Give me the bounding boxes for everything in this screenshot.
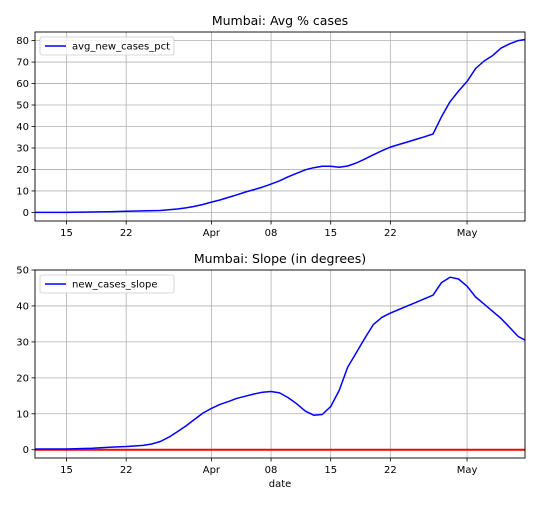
x-tick-label: 08 (265, 465, 278, 476)
x-tick-label: 08 (265, 228, 278, 239)
x-tick-label: 15 (324, 465, 337, 476)
y-tick-label: 10 (16, 409, 29, 420)
x-tick-label: 22 (384, 465, 397, 476)
y-tick-label: 20 (16, 373, 29, 384)
legend-label: new_cases_slope (72, 280, 157, 291)
chart-panel-avg-cases: Mumbai: Avg % cases 15 22 Apr 08 15 22 May 0 10 2… (16, 13, 525, 239)
legend-label: avg_new_cases_pct (72, 42, 170, 53)
y-tick-label: 30 (16, 143, 29, 154)
x-tick-label: May (457, 465, 478, 476)
legend: new_cases_slope (40, 275, 174, 293)
x-tick-label: 22 (120, 465, 133, 476)
y-tick-label: 10 (16, 186, 29, 197)
y-tick-label: 80 (16, 36, 29, 47)
x-tick-label: Apr (203, 228, 221, 239)
legend: avg_new_cases_pct (40, 37, 174, 55)
x-tick-label: 15 (60, 465, 73, 476)
chart-panel-slope: Mumbai: Slope (in degrees) date 15 22 Apr 0… (16, 251, 525, 490)
chart-title: Mumbai: Slope (in degrees) (194, 251, 366, 266)
y-tick-label: 30 (16, 337, 29, 348)
x-tick-label: May (457, 228, 478, 239)
y-tick-label: 20 (16, 165, 29, 176)
x-tick-label: 15 (324, 228, 337, 239)
y-tick-label: 60 (16, 79, 29, 90)
y-tick-label: 40 (16, 301, 29, 312)
y-tick-label: 50 (16, 266, 29, 277)
x-tick-label: 22 (384, 228, 397, 239)
x-tick-label: 22 (120, 228, 133, 239)
y-tick-label: 0 (23, 208, 29, 219)
y-tick-label: 0 (23, 445, 29, 456)
plot-area (35, 270, 525, 458)
y-tick-label: 50 (16, 101, 29, 112)
y-tick-label: 40 (16, 122, 29, 133)
x-tick-label: Apr (203, 465, 221, 476)
x-axis-label: date (269, 479, 292, 490)
y-tick-label: 70 (16, 58, 29, 69)
x-tick-label: 15 (60, 228, 73, 239)
chart-title: Mumbai: Avg % cases (212, 13, 348, 28)
